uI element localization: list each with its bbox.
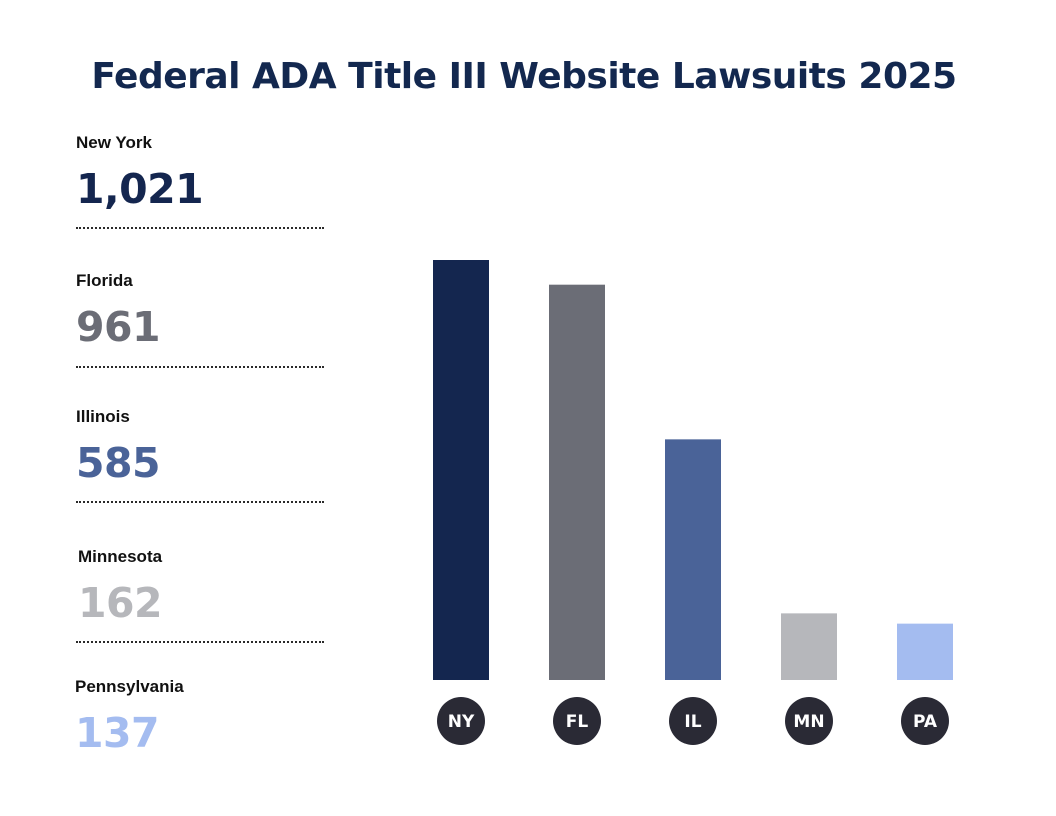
stat-label: Pennsylvania (75, 677, 184, 696)
stat-divider (76, 227, 324, 229)
category-badge (785, 697, 833, 745)
stat-value: 585 (76, 439, 161, 487)
category-label: IL (684, 712, 701, 732)
bar-pa (897, 623, 953, 680)
stat-new-york: New York 1,021 (76, 133, 326, 212)
stat-pennsylvania: Pennsylvania 137 (75, 677, 325, 756)
stat-value: 137 (75, 709, 160, 757)
category-labels-group: NY FL IL MN PA (437, 697, 949, 745)
category-badge (437, 697, 485, 745)
stat-florida: Florida 961 (76, 271, 326, 350)
stat-minnesota: Minnesota 162 (78, 547, 328, 626)
stat-divider (76, 641, 324, 643)
chart-title: Federal ADA Title III Website Lawsuits 2… (91, 56, 957, 97)
stat-label: Minnesota (78, 547, 163, 566)
category-badge (553, 697, 601, 745)
bar-il (665, 439, 721, 680)
bar-ny (433, 260, 489, 680)
stat-divider (76, 501, 324, 503)
category-label: PA (913, 712, 938, 732)
category-badge (669, 697, 717, 745)
stat-label: New York (76, 133, 152, 152)
stat-value: 1,021 (76, 165, 204, 213)
stat-illinois: Illinois 585 (76, 407, 326, 486)
stat-divider (76, 366, 324, 368)
category-label: FL (566, 712, 589, 732)
stat-value: 961 (76, 303, 161, 351)
bar-mn (781, 613, 837, 680)
category-label: NY (448, 712, 475, 732)
category-label: MN (793, 712, 824, 732)
stat-label: Florida (76, 271, 133, 290)
stat-label: Illinois (76, 407, 130, 426)
bars-group (433, 260, 953, 680)
category-badge (901, 697, 949, 745)
stat-value: 162 (78, 579, 163, 627)
bar-fl (549, 284, 605, 680)
